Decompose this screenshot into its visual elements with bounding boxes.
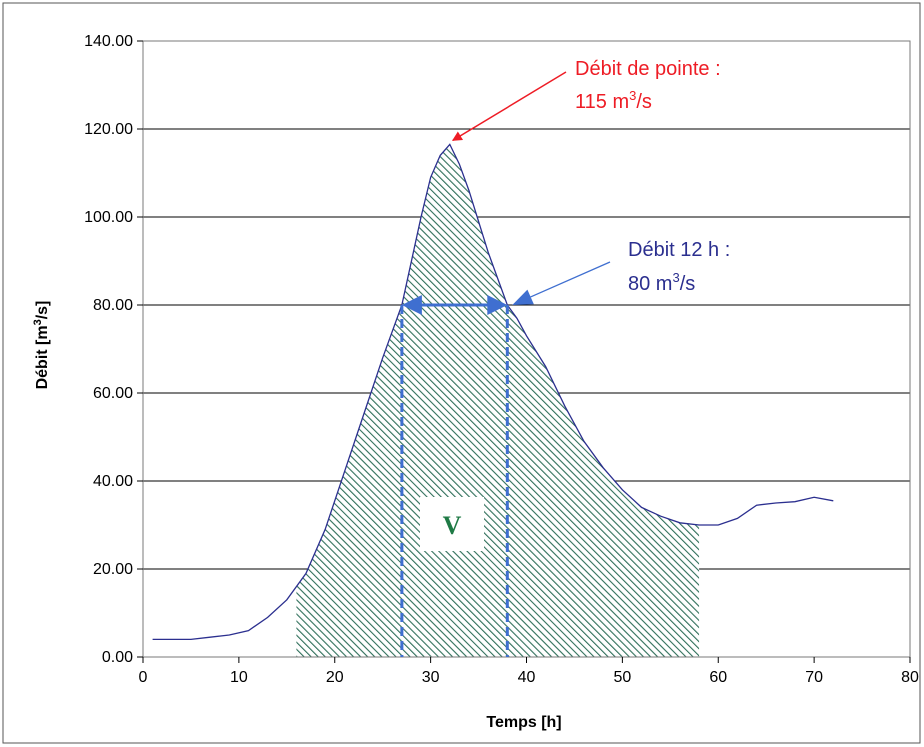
y-tick-label: 0.00 [102,649,133,666]
peak-annotation-layer [451,71,567,142]
volume-label: V [443,511,462,540]
peak-annotation-text: Débit de pointe : 115 m3/s [575,58,721,113]
hydrograph-line [152,143,834,641]
y-axis-label: Débit [m3/s] [32,301,51,390]
duration-annotation-line2: 80 m3/s [628,270,695,295]
y-tick-label: 80.00 [93,297,133,314]
y-tick-label: 100.00 [84,209,133,226]
x-tick-label: 0 [139,669,148,686]
duration-annotation-line1: Débit 12 h : [628,239,730,261]
volume-label-box [420,497,484,551]
volume-area [296,144,700,657]
x-axis-ticks: 0 10 20 30 40 50 60 70 80 [139,657,919,686]
duration-callout-line [530,261,611,298]
duration-annotation-text: Débit 12 h : 80 m3/s [628,239,730,295]
x-tick-label: 60 [709,669,727,686]
y-axis-ticks: 0.00 20.00 40.00 60.00 80.00 100.00 120.00 140.… [84,33,143,666]
duration-annotation-layer [400,261,611,657]
y-tick-label: 40.00 [93,473,133,490]
duration-arrowhead-left [401,295,422,315]
x-tick-label: 20 [326,669,344,686]
hydrograph-line-layer [152,143,834,641]
y-tick-label: 120.00 [84,121,133,138]
duration-callout-arrowhead [512,289,534,305]
x-axis-label: Temps [h] [486,714,561,731]
x-tick-label: 70 [805,669,823,686]
peak-annotation-line1: Débit de pointe : [575,58,721,80]
duration-arrowhead-right [487,295,508,315]
x-tick-label: 30 [422,669,440,686]
y-tick-label: 20.00 [93,561,133,578]
x-tick-label: 50 [613,669,631,686]
x-tick-label: 80 [901,669,919,686]
x-tick-label: 40 [518,669,536,686]
peak-callout-arrow [451,71,567,142]
volume-area-layer [296,144,700,657]
y-tick-label: 60.00 [93,385,133,402]
y-tick-label: 140.00 [84,33,133,50]
peak-annotation-line2: 115 m3/s [575,88,652,113]
x-tick-label: 10 [230,669,248,686]
